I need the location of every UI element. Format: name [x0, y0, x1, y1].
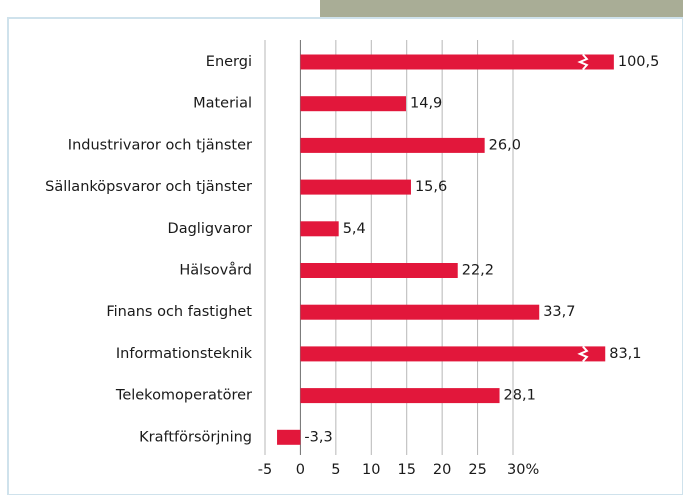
bar: [300, 346, 606, 362]
category-label: Kraftförsörjning: [139, 429, 252, 445]
category-label: Material: [193, 96, 252, 112]
bar: [300, 54, 614, 70]
value-label: 22,2: [462, 263, 494, 279]
value-label: 33,7: [543, 304, 575, 320]
bar: [300, 221, 339, 237]
header-blank: [0, 0, 320, 18]
bar: [300, 263, 458, 278]
x-tick-label: 5: [331, 462, 340, 478]
x-tick-label: 15: [397, 462, 415, 478]
axis-break: [577, 345, 589, 363]
value-label: 28,1: [504, 388, 536, 404]
bar: [300, 388, 500, 404]
value-label: 83,1: [609, 346, 641, 362]
value-label: 100,5: [618, 54, 660, 70]
x-tick-label: 20: [433, 462, 451, 478]
value-label: 15,6: [415, 179, 447, 195]
bar: [300, 179, 411, 195]
category-label: Industrivaror och tjänster: [68, 137, 252, 153]
category-label: Dagligvaror: [168, 221, 252, 237]
header-image: [320, 0, 683, 18]
category-label: Hälsovård: [179, 262, 252, 279]
x-tick-label: 25: [468, 462, 486, 478]
axis-break: [577, 53, 589, 71]
category-label: Sällanköpsvaror och tjänster: [45, 179, 252, 195]
bar: [300, 96, 407, 112]
value-label: 5,4: [343, 221, 366, 237]
category-label: Informationsteknik: [116, 346, 253, 362]
panel: [7, 17, 683, 496]
bar: [300, 304, 540, 320]
category-label: Finans och fastighet: [106, 304, 252, 320]
value-label: -3,3: [304, 429, 332, 445]
bar: [300, 137, 485, 153]
category-label: Energi: [206, 54, 252, 70]
value-label: 26,0: [489, 137, 521, 153]
category-label: Telekomoperatörer: [115, 388, 252, 404]
x-tick-label: -5: [258, 462, 272, 478]
x-tick-label: 30%: [507, 462, 539, 478]
x-tick-label: 10: [362, 462, 380, 478]
value-label: 14,9: [410, 96, 442, 112]
x-tick-label: 0: [296, 462, 305, 478]
bar: [277, 429, 301, 445]
